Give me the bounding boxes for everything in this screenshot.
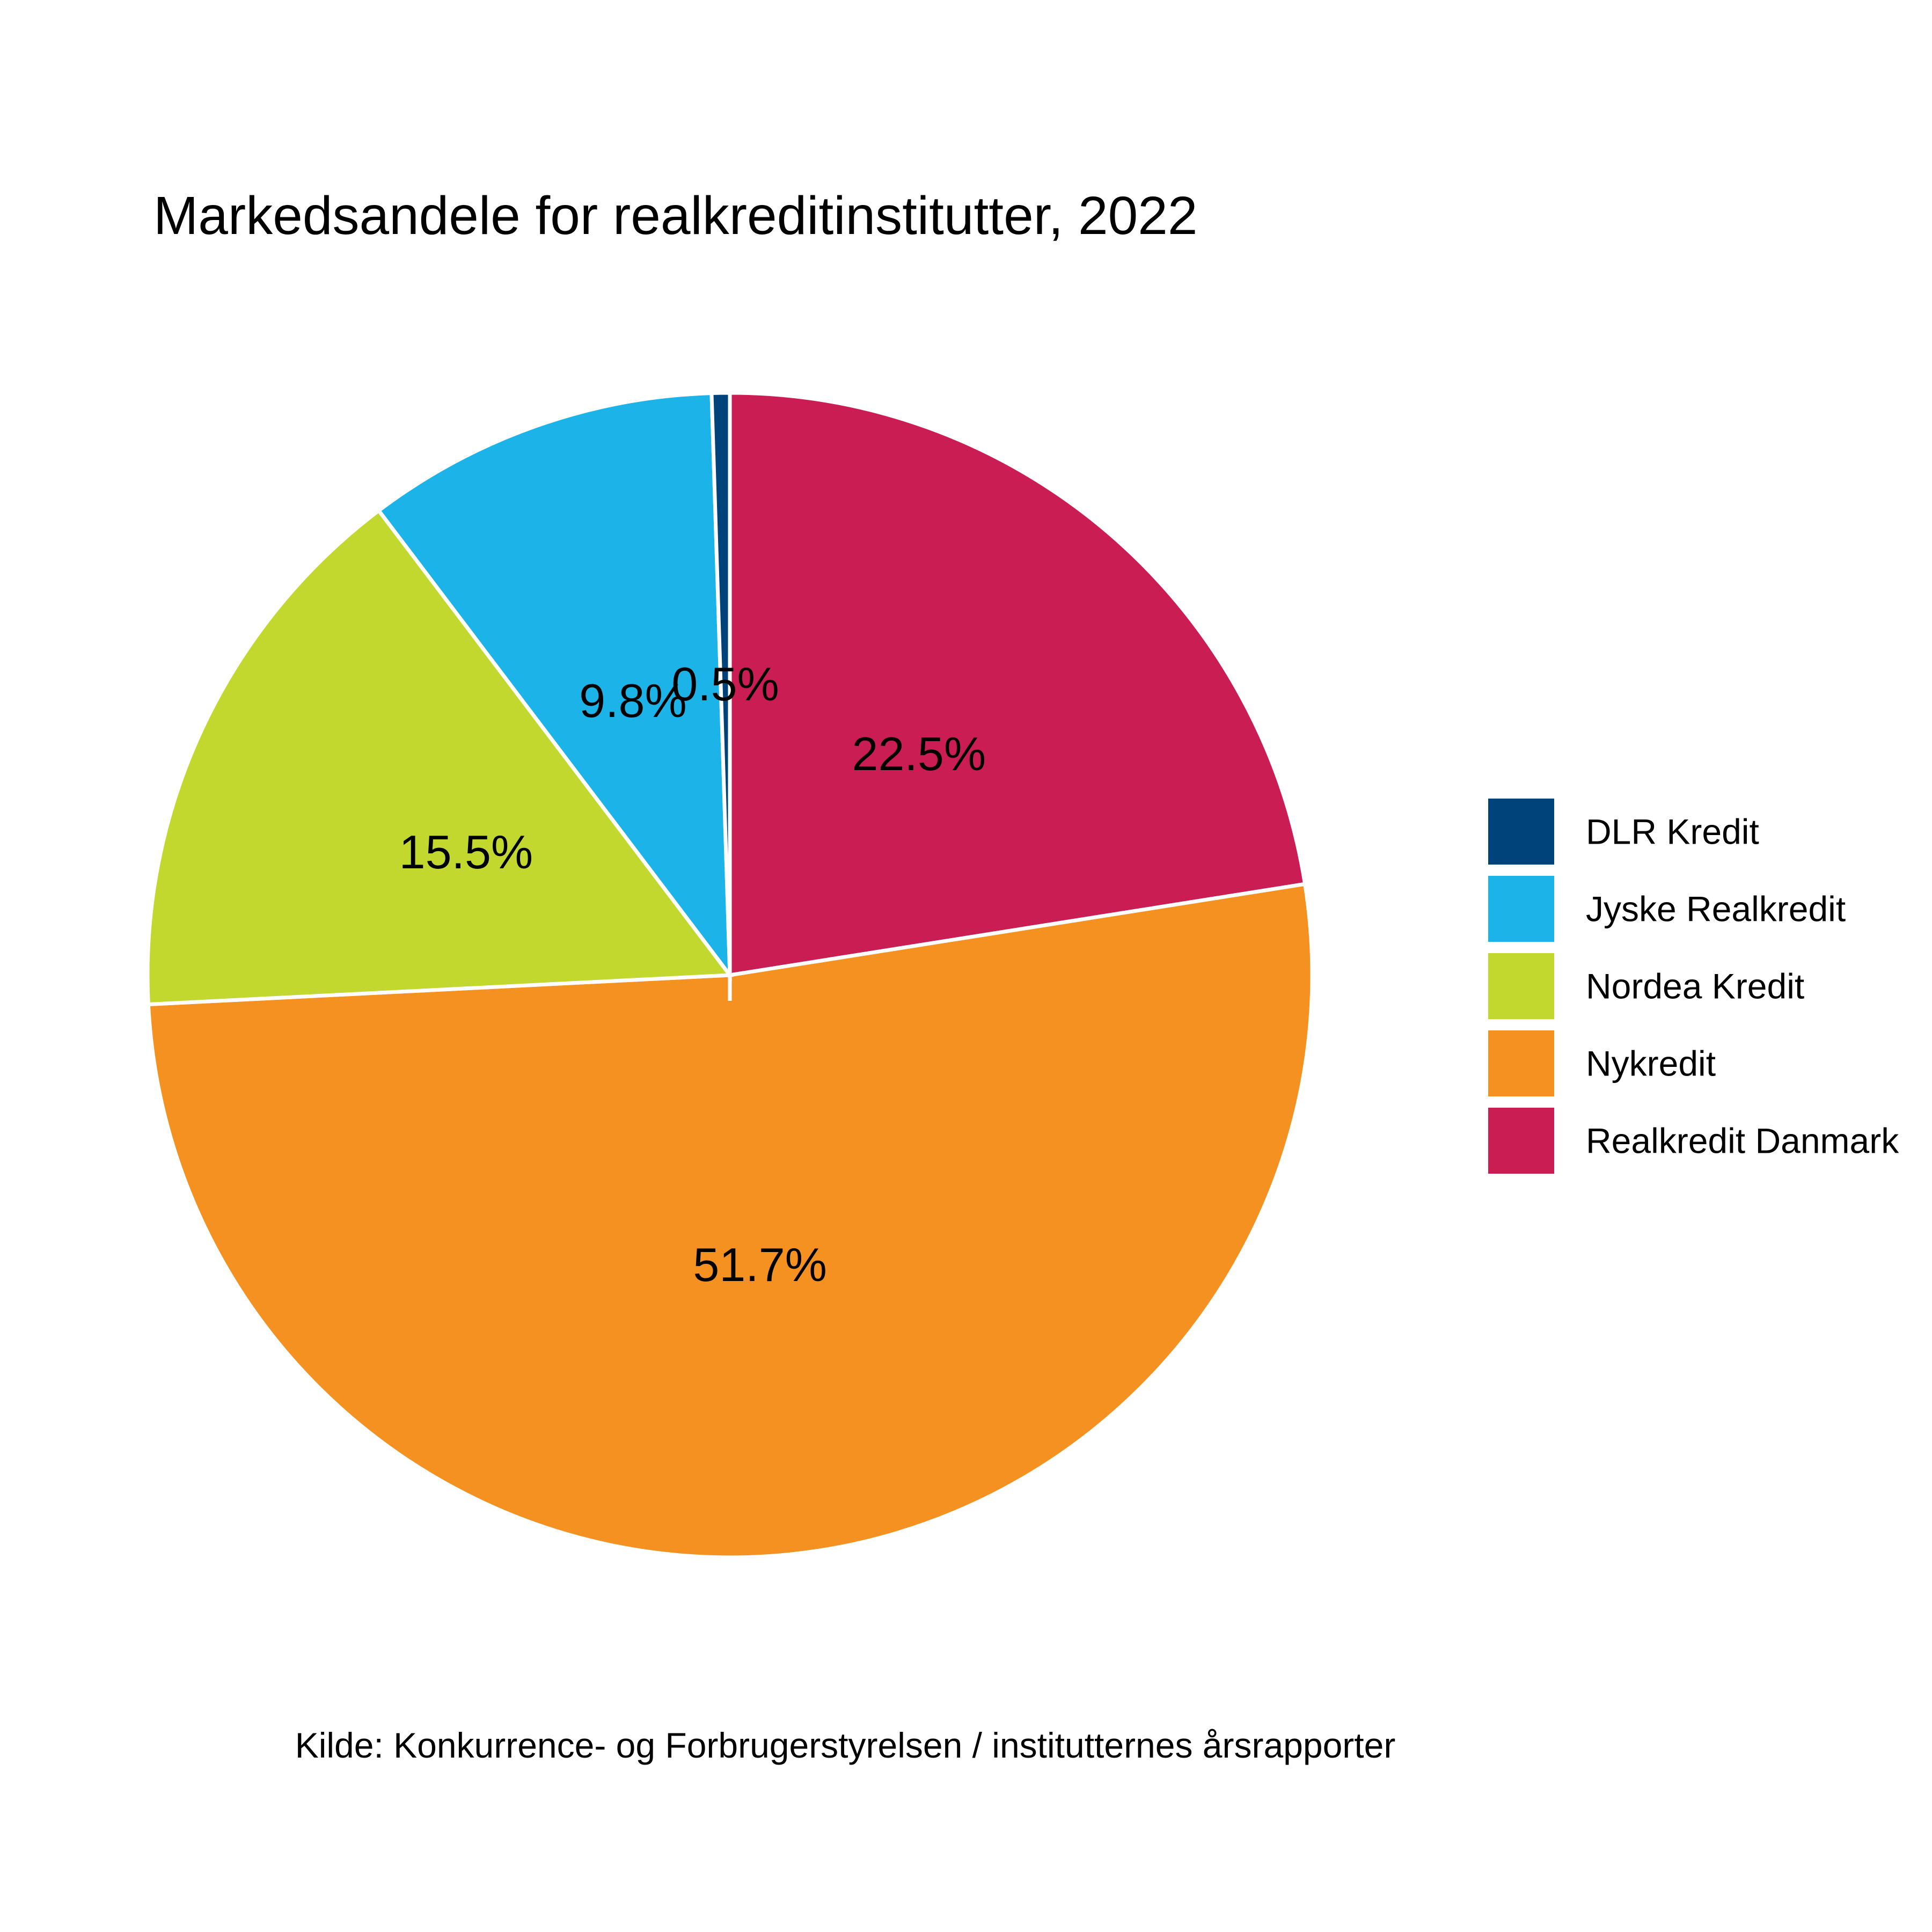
slice-label-nordea-kredit: 15.5% bbox=[399, 825, 533, 879]
chart-title: Markedsandele for realkreditinstitutter,… bbox=[153, 186, 1198, 246]
legend-label-dlr-kredit: DLR Kredit bbox=[1586, 812, 1759, 852]
legend-swatch-realkredit-danmark bbox=[1488, 1108, 1554, 1174]
slice-label-dlr-kredit: 0.5% bbox=[671, 657, 779, 711]
source-caption: Kilde: Konkurrence- og Forbrugerstyrelse… bbox=[295, 1725, 1396, 1765]
pie-slice-dlr-kredit bbox=[709, 391, 732, 976]
legend-label-realkredit-danmark: Realkredit Danmark bbox=[1586, 1121, 1899, 1161]
pie-slice-jyske-realkredit bbox=[376, 391, 732, 981]
pie-slice-nykredit bbox=[146, 882, 1314, 1560]
legend-swatch-jyske-realkredit bbox=[1488, 876, 1554, 942]
legend-swatch-nykredit bbox=[1488, 1030, 1554, 1096]
legend-label-jyske-realkredit: Jyske Realkredit bbox=[1586, 889, 1846, 929]
slice-label-nykredit: 51.7% bbox=[693, 1238, 827, 1291]
legend-label-nykredit: Nykredit bbox=[1586, 1044, 1716, 1084]
legend-label-nordea-kredit: Nordea Kredit bbox=[1586, 967, 1804, 1006]
slice-label-realkredit-danmark: 22.5% bbox=[852, 727, 986, 780]
pie-slice-nordea-kredit bbox=[145, 508, 734, 1007]
slice-label-jyske-realkredit: 9.8% bbox=[579, 674, 687, 727]
pie-slice-realkredit-danmark bbox=[728, 391, 1307, 978]
pie-slices bbox=[145, 391, 1314, 1560]
legend-swatch-nordea-kredit bbox=[1488, 953, 1554, 1019]
pie-slice-labels: 22.5% 51.7% 15.5% 9.8%0.5% bbox=[399, 657, 986, 1291]
legend-swatch-dlr-kredit bbox=[1488, 799, 1554, 865]
legend: DLR Kredit Jyske Realkredit Nordea Kredit N… bbox=[1488, 799, 1899, 1174]
